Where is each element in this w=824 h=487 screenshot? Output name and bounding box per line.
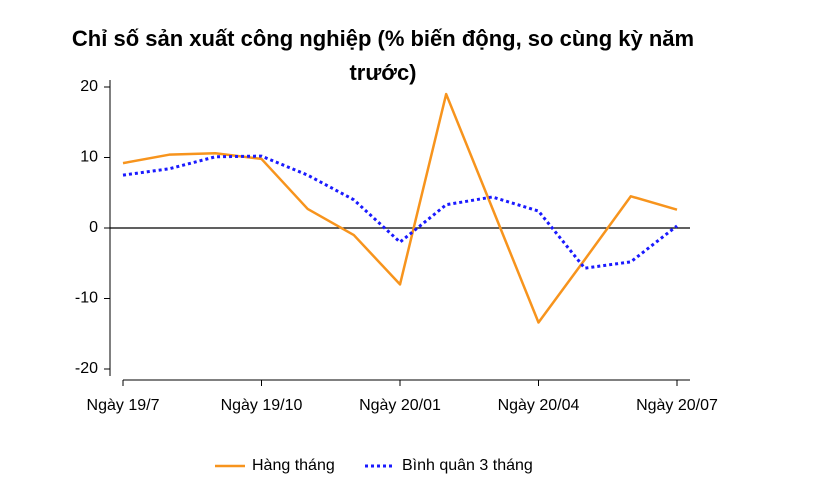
y-tick-label: -20 <box>75 360 98 377</box>
y-tick-label: -10 <box>75 290 98 307</box>
y-tick-label: 0 <box>89 219 98 236</box>
x-tick-label: Ngày 20/04 <box>498 397 580 414</box>
x-tick-label: Ngày 20/01 <box>359 397 441 414</box>
x-tick-label: Ngày 20/07 <box>636 397 718 414</box>
x-tick-label: Ngày 19/7 <box>87 397 160 414</box>
line-series <box>122 154 678 270</box>
y-tick-label: 10 <box>80 149 98 166</box>
line-series <box>122 92 678 324</box>
x-tick-label: Ngày 19/10 <box>221 397 303 414</box>
legend-label: Hàng tháng <box>252 457 335 474</box>
legend-label: Bình quân 3 tháng <box>402 457 533 474</box>
chart-title: Chỉ số sản xuất công nghiệp (% biến động… <box>71 26 695 85</box>
y-tick-label: 20 <box>80 78 98 95</box>
